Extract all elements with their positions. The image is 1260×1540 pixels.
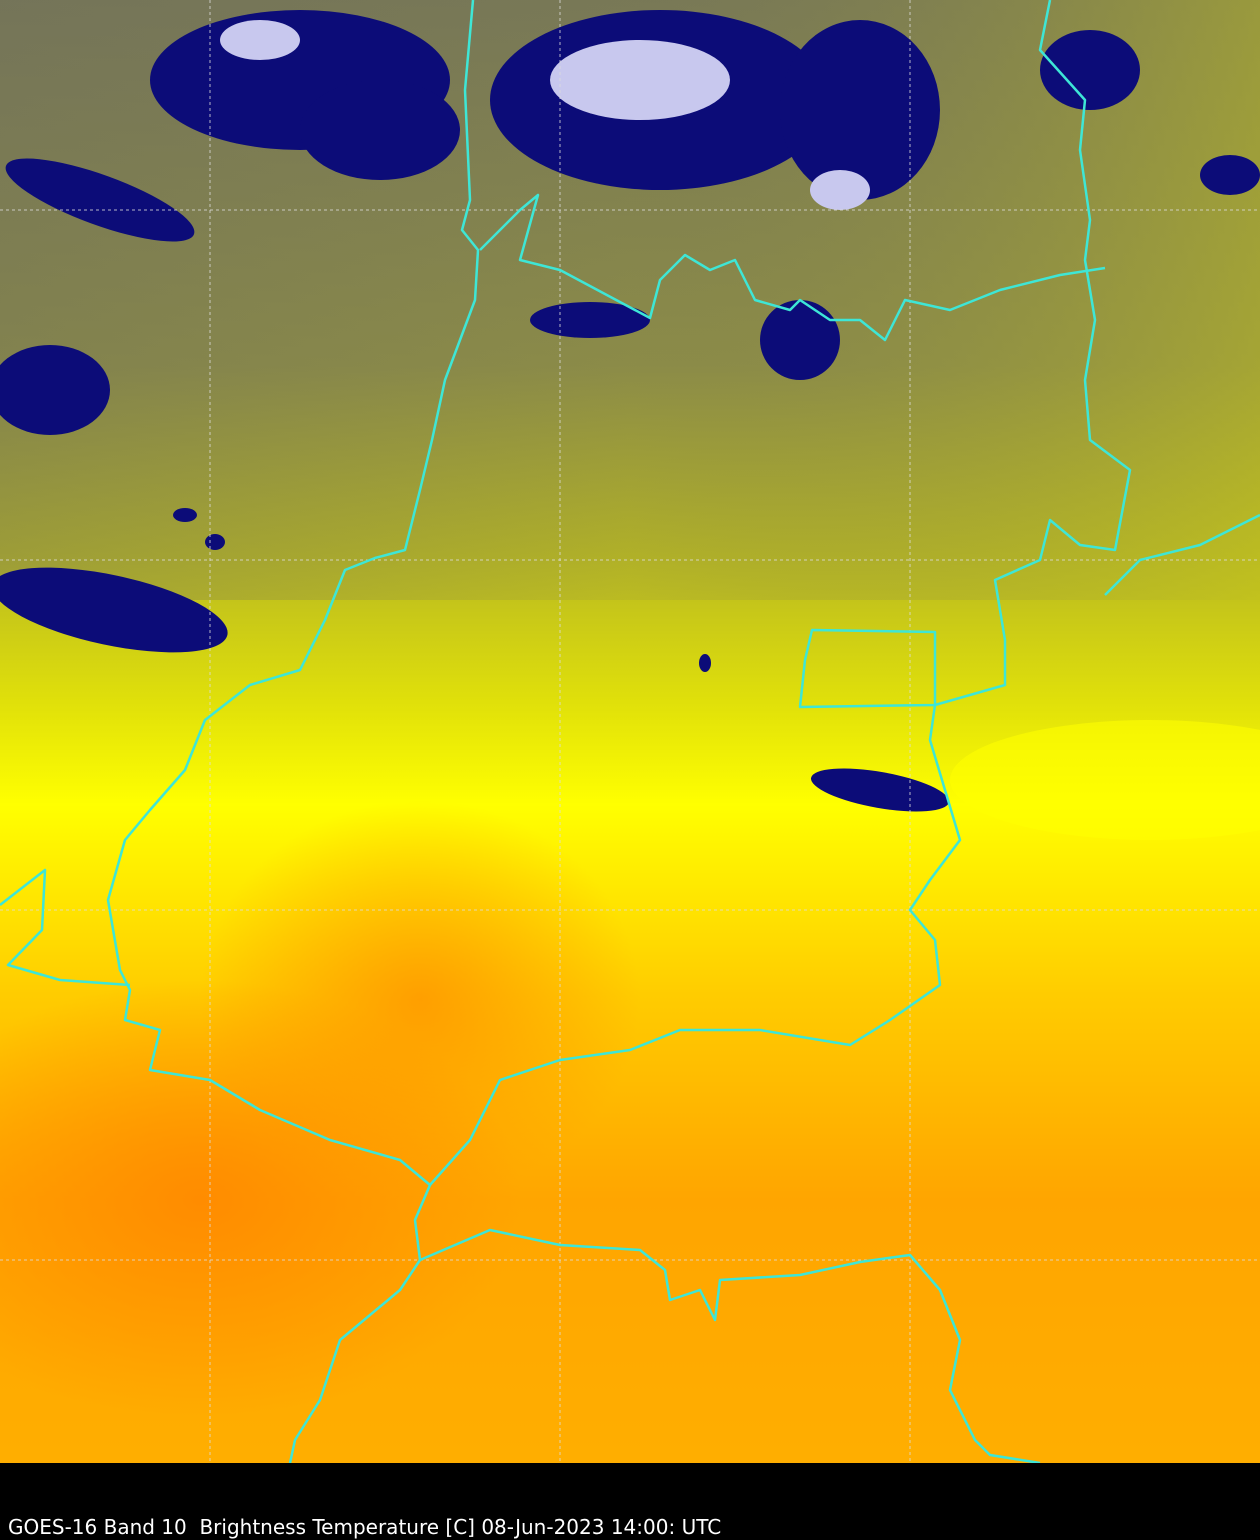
boundaries	[0, 0, 1260, 1465]
imagery	[0, 0, 1260, 1463]
clouds	[0, 10, 1260, 812]
caption-bar	[0, 1463, 1260, 1540]
caption: GOES-16 Band 10 Brightness Temperature […	[8, 1515, 721, 1539]
graticule	[0, 0, 1260, 1463]
